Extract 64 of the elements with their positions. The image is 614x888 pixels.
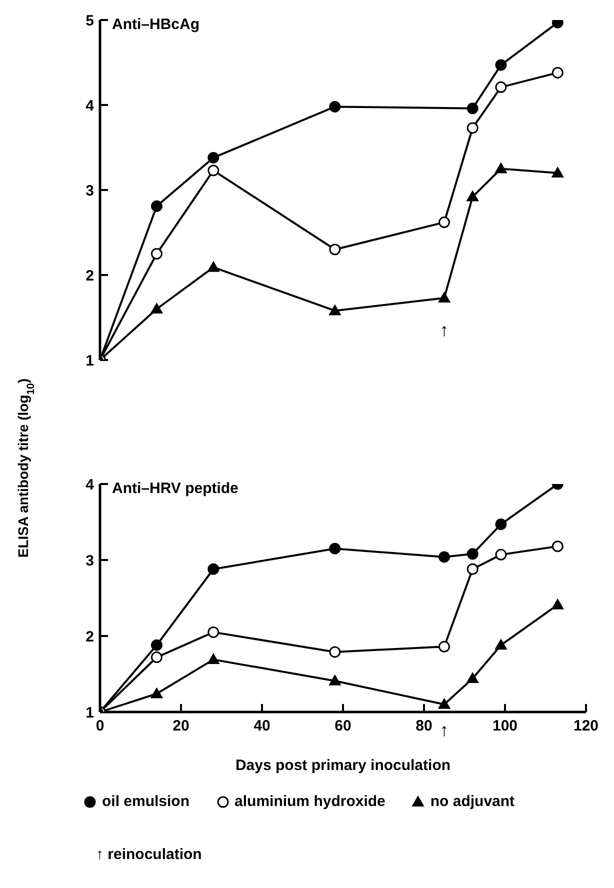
y-tick-label: 3 bbox=[86, 182, 94, 200]
point bbox=[150, 303, 163, 314]
point bbox=[552, 540, 564, 552]
point bbox=[495, 59, 507, 71]
x-tick-label: 80 bbox=[416, 718, 432, 735]
annotation: ↑ bbox=[438, 720, 450, 740]
legend-label: aluminium hydroxide bbox=[234, 793, 386, 810]
point bbox=[495, 548, 507, 560]
x-tick-label: 60 bbox=[334, 718, 352, 735]
y-tick-label: 4 bbox=[86, 476, 95, 494]
x-tick-label: 20 bbox=[172, 718, 190, 735]
point bbox=[328, 674, 341, 686]
x-axis-title: Days post primary inoculation bbox=[235, 757, 451, 774]
point bbox=[495, 518, 507, 530]
point bbox=[552, 598, 564, 610]
point bbox=[466, 190, 479, 202]
point bbox=[466, 102, 478, 114]
point bbox=[208, 563, 220, 575]
point bbox=[466, 672, 479, 684]
y-tick-label: 1 bbox=[86, 352, 94, 370]
point bbox=[438, 640, 450, 652]
legend-label: no adjuvant bbox=[430, 793, 515, 810]
point bbox=[466, 548, 478, 560]
chart-title: Anti–HRV peptide bbox=[112, 480, 238, 497]
point bbox=[329, 646, 341, 658]
y-tick-label: 1 bbox=[86, 704, 94, 722]
text: ↑ reinoculation bbox=[96, 846, 202, 863]
point bbox=[494, 162, 507, 174]
legend-label: oil emulsion bbox=[102, 793, 190, 810]
y-tick-label: 2 bbox=[86, 628, 94, 646]
point bbox=[150, 639, 162, 651]
point bbox=[438, 698, 450, 709]
point bbox=[150, 248, 162, 260]
point bbox=[207, 654, 220, 664]
annotation: ↑ bbox=[438, 320, 450, 340]
point bbox=[328, 304, 341, 316]
x-tick-label: 120 bbox=[573, 718, 599, 735]
x-tick-label: 0 bbox=[96, 718, 104, 735]
point bbox=[438, 292, 450, 302]
y-tick-label: 2 bbox=[86, 267, 94, 284]
point bbox=[438, 551, 450, 563]
point bbox=[150, 652, 162, 664]
point bbox=[466, 563, 478, 575]
point bbox=[329, 542, 341, 554]
x-tick-label: 40 bbox=[254, 718, 270, 735]
point bbox=[494, 639, 507, 650]
x-tick-label: 100 bbox=[492, 718, 518, 735]
point bbox=[150, 200, 162, 212]
chart-title: Anti–HBcAg bbox=[112, 16, 200, 33]
point bbox=[466, 122, 478, 134]
y-tick-label: 5 bbox=[86, 12, 94, 30]
point bbox=[329, 244, 341, 256]
point bbox=[438, 216, 450, 228]
point bbox=[495, 81, 507, 93]
point bbox=[208, 152, 220, 164]
point bbox=[208, 164, 220, 176]
point bbox=[150, 688, 163, 698]
y-tick-label: 3 bbox=[86, 552, 94, 570]
y-tick-label: 4 bbox=[86, 97, 95, 114]
point bbox=[207, 261, 220, 272]
point bbox=[329, 100, 341, 112]
point bbox=[208, 626, 220, 638]
point bbox=[552, 167, 564, 178]
point bbox=[552, 66, 564, 78]
